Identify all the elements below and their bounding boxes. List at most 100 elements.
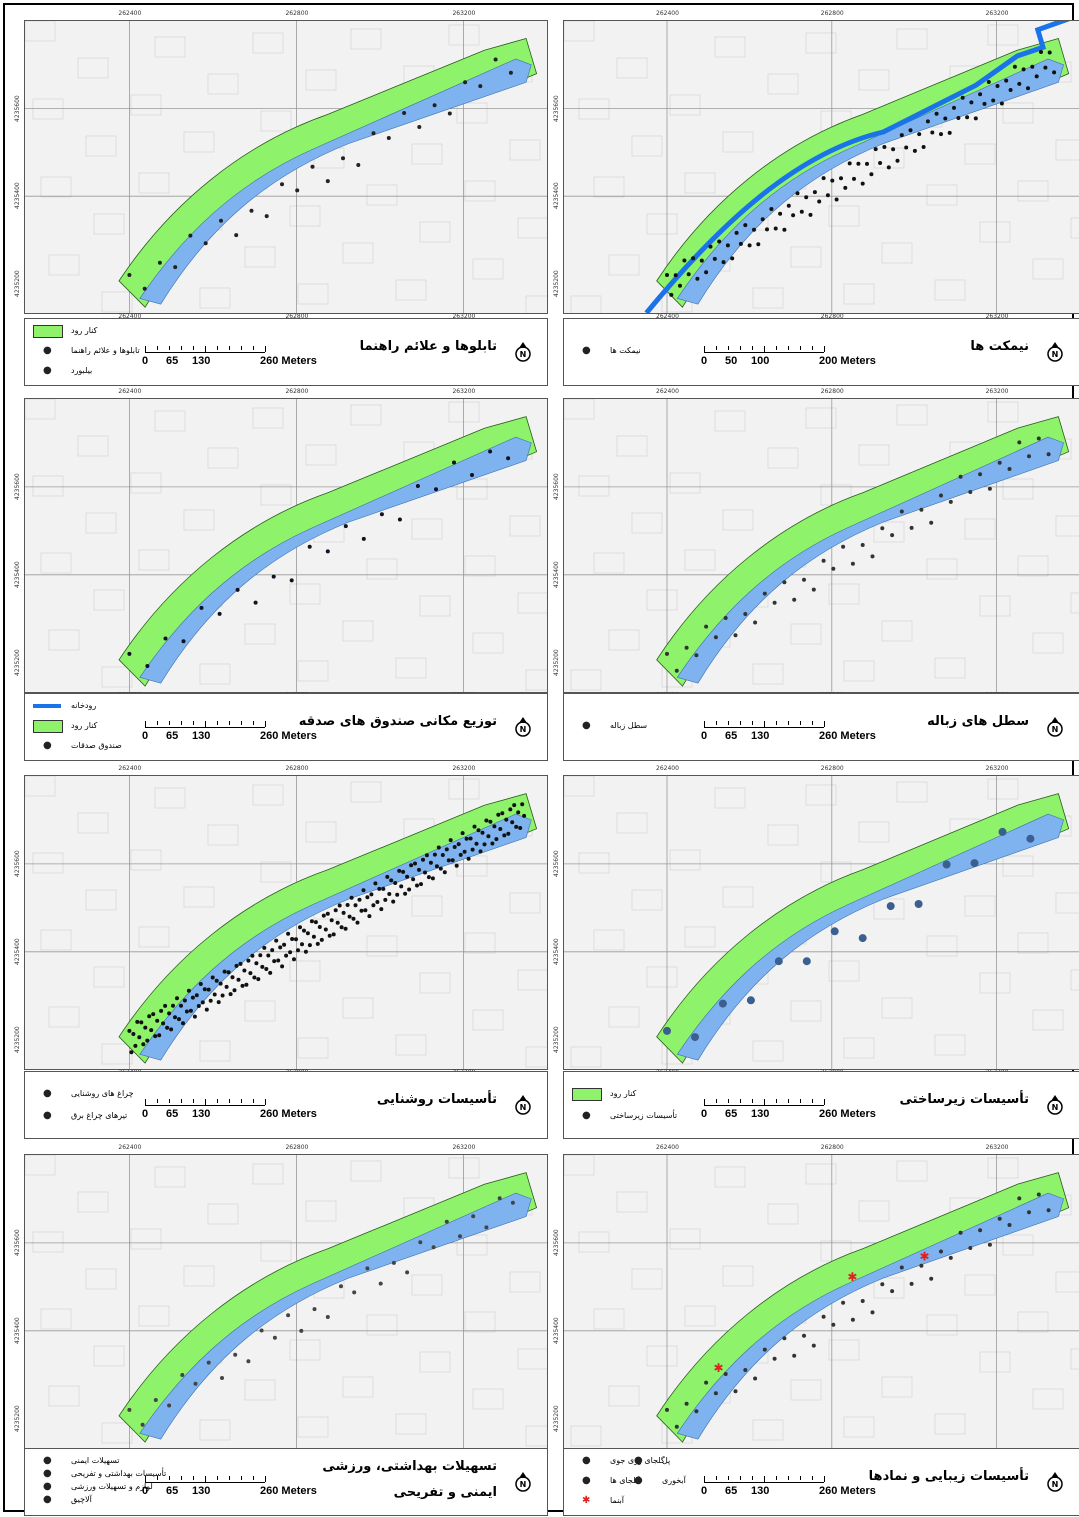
map-point xyxy=(1007,467,1012,471)
map-point xyxy=(233,1352,238,1357)
map-point xyxy=(286,931,291,936)
map-point xyxy=(319,937,324,942)
map-point xyxy=(704,270,709,275)
map-point xyxy=(474,841,479,846)
map-point xyxy=(930,130,935,135)
scale-tick xyxy=(728,1099,729,1103)
map-point xyxy=(280,964,285,969)
map-point xyxy=(934,111,939,116)
scale-tick xyxy=(145,1476,146,1482)
map-point xyxy=(958,1230,963,1235)
scale-tick xyxy=(704,1476,705,1482)
map-point xyxy=(506,831,511,836)
map-point xyxy=(762,591,767,596)
map-point xyxy=(415,883,419,888)
x-tick-label: 263200 xyxy=(985,765,1009,772)
river-channel xyxy=(676,58,1064,305)
map-point xyxy=(663,1026,671,1035)
charity-box-icon: ● xyxy=(43,740,52,751)
map-point xyxy=(385,874,390,879)
fountain-icon: ✱ xyxy=(582,1495,591,1506)
map-point xyxy=(321,913,326,918)
map-point xyxy=(1027,1210,1031,1215)
map-point xyxy=(173,265,178,270)
map-p5 xyxy=(24,775,548,1070)
map-point xyxy=(180,1373,185,1377)
map-point xyxy=(665,1407,669,1412)
y-tick-label: 4235600 xyxy=(553,1229,560,1256)
panel-title: سطل های زباله xyxy=(927,714,1029,729)
map-point xyxy=(411,877,416,882)
map-point xyxy=(167,1011,172,1016)
map-point xyxy=(791,213,796,218)
map-point xyxy=(743,612,748,616)
map-point xyxy=(357,897,362,902)
map-point xyxy=(968,1246,973,1250)
scale-tick xyxy=(788,721,789,725)
scale-tick xyxy=(145,346,146,352)
map-point xyxy=(1012,64,1017,69)
map-point xyxy=(310,164,315,169)
map-point xyxy=(482,842,487,847)
map-point xyxy=(865,161,869,166)
map-point xyxy=(401,869,406,874)
map-point xyxy=(264,967,269,971)
legend-p3: رودخانه کنار رود ● صندوق صدقات 0 65 130 260 Met… xyxy=(24,693,548,761)
scale-tick xyxy=(704,1099,705,1105)
map-point xyxy=(1026,834,1035,843)
map-point xyxy=(127,651,132,656)
y-tick-label: 4235200 xyxy=(14,1025,21,1053)
map-point xyxy=(234,233,239,238)
scale-tick xyxy=(241,1099,242,1103)
map-point xyxy=(1034,74,1039,79)
map-point xyxy=(206,987,211,992)
map-point xyxy=(490,841,495,846)
y-tick-label: 4235200 xyxy=(14,648,21,676)
map-point xyxy=(708,244,713,249)
map-point xyxy=(315,941,320,946)
map-point xyxy=(367,914,372,919)
scale-label: 260 Meters xyxy=(260,1108,317,1120)
scale-label: 130 xyxy=(192,1108,211,1120)
sport-icon: ● xyxy=(43,1481,52,1492)
map-point xyxy=(782,227,787,232)
map-point xyxy=(282,942,287,947)
map-point xyxy=(973,116,978,121)
panel-title: توزیع مکانی صندوق های صدقه xyxy=(298,714,497,729)
map-point xyxy=(1030,64,1035,69)
map-point xyxy=(309,919,314,924)
scale-tick xyxy=(752,1099,753,1103)
map-point xyxy=(217,611,222,616)
legend-p8: ● گلجای روی جوی ● گلجای ها ✱ آبنما ● پل ● آبخوری 0… xyxy=(563,1448,1079,1516)
map-point xyxy=(192,1014,197,1019)
map-point xyxy=(860,181,865,186)
map-point xyxy=(133,1043,138,1048)
map-point xyxy=(821,176,826,181)
map-point xyxy=(765,227,769,232)
scale-label: 260 Meters xyxy=(260,355,317,367)
svg-text:N: N xyxy=(1052,1480,1059,1489)
map-p8: ✱ ✱ ✱ xyxy=(563,1154,1079,1449)
map-point xyxy=(295,188,300,193)
map-point xyxy=(153,1034,158,1039)
map-point xyxy=(337,903,342,908)
map-point xyxy=(909,1281,914,1286)
map-point xyxy=(665,651,669,656)
map-point xyxy=(969,100,974,105)
map-point xyxy=(356,163,361,167)
city-blocks xyxy=(25,776,547,1068)
map-point xyxy=(914,900,923,908)
map-point xyxy=(808,212,813,217)
map-point xyxy=(359,908,364,913)
scale-tick xyxy=(764,1476,765,1482)
map-point xyxy=(987,486,992,491)
map-point xyxy=(196,1004,201,1008)
north-arrow-icon: N xyxy=(513,716,533,738)
map-point xyxy=(460,831,465,836)
panel-title: تأسیسات زیبایی و نمادها xyxy=(868,1469,1029,1484)
map-point xyxy=(312,1307,317,1312)
map-point xyxy=(753,620,758,625)
map-point xyxy=(464,836,469,841)
map-point xyxy=(1047,50,1052,55)
legend-p7: ● تسهیلات ایمنی ● تأسیسات بهداشتی و تفریحی ●… xyxy=(24,1448,548,1516)
